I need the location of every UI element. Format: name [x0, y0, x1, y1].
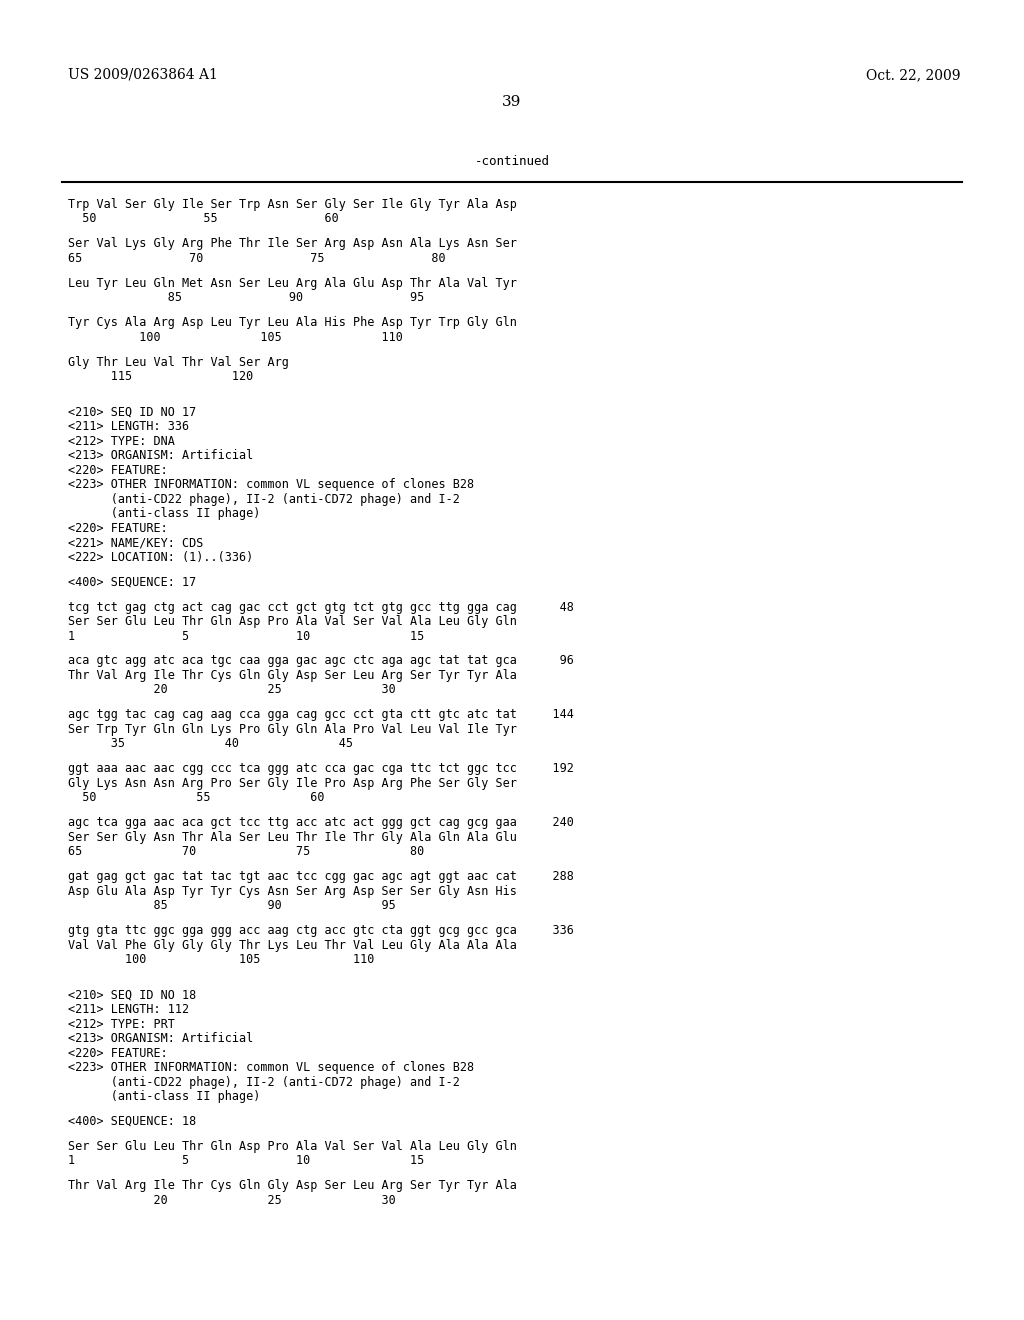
Text: 20              25              30: 20 25 30 [68, 684, 395, 697]
Text: Ser Ser Glu Leu Thr Gln Asp Pro Ala Val Ser Val Ala Leu Gly Gln: Ser Ser Glu Leu Thr Gln Asp Pro Ala Val … [68, 1140, 517, 1152]
Text: 85              90              95: 85 90 95 [68, 899, 395, 912]
Text: 65               70               75               80: 65 70 75 80 [68, 252, 445, 265]
Text: US 2009/0263864 A1: US 2009/0263864 A1 [68, 69, 218, 82]
Text: <210> SEQ ID NO 17: <210> SEQ ID NO 17 [68, 405, 197, 418]
Text: 100             105             110: 100 105 110 [68, 953, 375, 966]
Text: Oct. 22, 2009: Oct. 22, 2009 [865, 69, 961, 82]
Text: 50               55               60: 50 55 60 [68, 213, 339, 226]
Text: 115              120: 115 120 [68, 370, 253, 383]
Text: Ser Ser Gly Asn Thr Ala Ser Leu Thr Ile Thr Gly Ala Gln Ala Glu: Ser Ser Gly Asn Thr Ala Ser Leu Thr Ile … [68, 830, 517, 843]
Text: <211> LENGTH: 112: <211> LENGTH: 112 [68, 1003, 189, 1016]
Text: tcg tct gag ctg act cag gac cct gct gtg tct gtg gcc ttg gga cag      48: tcg tct gag ctg act cag gac cct gct gtg … [68, 601, 573, 614]
Text: <400> SEQUENCE: 18: <400> SEQUENCE: 18 [68, 1115, 197, 1129]
Text: Tyr Cys Ala Arg Asp Leu Tyr Leu Ala His Phe Asp Tyr Trp Gly Gln: Tyr Cys Ala Arg Asp Leu Tyr Leu Ala His … [68, 317, 517, 329]
Text: <211> LENGTH: 336: <211> LENGTH: 336 [68, 420, 189, 433]
Text: (anti-class II phage): (anti-class II phage) [68, 507, 260, 520]
Text: Ser Trp Tyr Gln Gln Lys Pro Gly Gln Ala Pro Val Leu Val Ile Tyr: Ser Trp Tyr Gln Gln Lys Pro Gly Gln Ala … [68, 723, 517, 737]
Text: 100              105              110: 100 105 110 [68, 331, 402, 343]
Text: -continued: -continued [474, 154, 550, 168]
Text: <220> FEATURE:: <220> FEATURE: [68, 1047, 168, 1060]
Text: <222> LOCATION: (1)..(336): <222> LOCATION: (1)..(336) [68, 550, 253, 564]
Text: 65              70              75              80: 65 70 75 80 [68, 845, 424, 858]
Text: Thr Val Arg Ile Thr Cys Gln Gly Asp Ser Leu Arg Ser Tyr Tyr Ala: Thr Val Arg Ile Thr Cys Gln Gly Asp Ser … [68, 669, 517, 682]
Text: <223> OTHER INFORMATION: common VL sequence of clones B28: <223> OTHER INFORMATION: common VL seque… [68, 478, 474, 491]
Text: <400> SEQUENCE: 17: <400> SEQUENCE: 17 [68, 576, 197, 589]
Text: gat gag gct gac tat tac tgt aac tcc cgg gac agc agt ggt aac cat     288: gat gag gct gac tat tac tgt aac tcc cgg … [68, 870, 573, 883]
Text: Trp Val Ser Gly Ile Ser Trp Asn Ser Gly Ser Ile Gly Tyr Ala Asp: Trp Val Ser Gly Ile Ser Trp Asn Ser Gly … [68, 198, 517, 211]
Text: Thr Val Arg Ile Thr Cys Gln Gly Asp Ser Leu Arg Ser Tyr Tyr Ala: Thr Val Arg Ile Thr Cys Gln Gly Asp Ser … [68, 1179, 517, 1192]
Text: 1               5               10              15: 1 5 10 15 [68, 1155, 424, 1167]
Text: <213> ORGANISM: Artificial: <213> ORGANISM: Artificial [68, 1032, 253, 1045]
Text: (anti-CD22 phage), II-2 (anti-CD72 phage) and I-2: (anti-CD22 phage), II-2 (anti-CD72 phage… [68, 1076, 460, 1089]
Text: 20              25              30: 20 25 30 [68, 1193, 395, 1206]
Text: <213> ORGANISM: Artificial: <213> ORGANISM: Artificial [68, 449, 253, 462]
Text: <221> NAME/KEY: CDS: <221> NAME/KEY: CDS [68, 536, 204, 549]
Text: (anti-class II phage): (anti-class II phage) [68, 1090, 260, 1104]
Text: aca gtc agg atc aca tgc caa gga gac agc ctc aga agc tat tat gca      96: aca gtc agg atc aca tgc caa gga gac agc … [68, 655, 573, 668]
Text: Asp Glu Ala Asp Tyr Tyr Cys Asn Ser Arg Asp Ser Ser Gly Asn His: Asp Glu Ala Asp Tyr Tyr Cys Asn Ser Arg … [68, 884, 517, 898]
Text: agc tca gga aac aca gct tcc ttg acc atc act ggg gct cag gcg gaa     240: agc tca gga aac aca gct tcc ttg acc atc … [68, 816, 573, 829]
Text: Val Val Phe Gly Gly Gly Thr Lys Leu Thr Val Leu Gly Ala Ala Ala: Val Val Phe Gly Gly Gly Thr Lys Leu Thr … [68, 939, 517, 952]
Text: Gly Lys Asn Asn Arg Pro Ser Gly Ile Pro Asp Arg Phe Ser Gly Ser: Gly Lys Asn Asn Arg Pro Ser Gly Ile Pro … [68, 777, 517, 789]
Text: 35              40              45: 35 40 45 [68, 738, 353, 750]
Text: gtg gta ttc ggc gga ggg acc aag ctg acc gtc cta ggt gcg gcc gca     336: gtg gta ttc ggc gga ggg acc aag ctg acc … [68, 924, 573, 937]
Text: 50              55              60: 50 55 60 [68, 792, 325, 804]
Text: Gly Thr Leu Val Thr Val Ser Arg: Gly Thr Leu Val Thr Val Ser Arg [68, 356, 289, 368]
Text: <220> FEATURE:: <220> FEATURE: [68, 521, 168, 535]
Text: 39: 39 [503, 95, 521, 110]
Text: <220> FEATURE:: <220> FEATURE: [68, 463, 168, 477]
Text: <212> TYPE: PRT: <212> TYPE: PRT [68, 1018, 175, 1031]
Text: (anti-CD22 phage), II-2 (anti-CD72 phage) and I-2: (anti-CD22 phage), II-2 (anti-CD72 phage… [68, 492, 460, 506]
Text: Ser Ser Glu Leu Thr Gln Asp Pro Ala Val Ser Val Ala Leu Gly Gln: Ser Ser Glu Leu Thr Gln Asp Pro Ala Val … [68, 615, 517, 628]
Text: <223> OTHER INFORMATION: common VL sequence of clones B28: <223> OTHER INFORMATION: common VL seque… [68, 1061, 474, 1074]
Text: 1               5               10              15: 1 5 10 15 [68, 630, 424, 643]
Text: Ser Val Lys Gly Arg Phe Thr Ile Ser Arg Asp Asn Ala Lys Asn Ser: Ser Val Lys Gly Arg Phe Thr Ile Ser Arg … [68, 238, 517, 251]
Text: <210> SEQ ID NO 18: <210> SEQ ID NO 18 [68, 989, 197, 1002]
Text: ggt aaa aac aac cgg ccc tca ggg atc cca gac cga ttc tct ggc tcc     192: ggt aaa aac aac cgg ccc tca ggg atc cca … [68, 763, 573, 775]
Text: Leu Tyr Leu Gln Met Asn Ser Leu Arg Ala Glu Asp Thr Ala Val Tyr: Leu Tyr Leu Gln Met Asn Ser Leu Arg Ala … [68, 277, 517, 290]
Text: 85               90               95: 85 90 95 [68, 292, 424, 305]
Text: <212> TYPE: DNA: <212> TYPE: DNA [68, 434, 175, 447]
Text: agc tgg tac cag cag aag cca gga cag gcc cct gta ctt gtc atc tat     144: agc tgg tac cag cag aag cca gga cag gcc … [68, 709, 573, 722]
